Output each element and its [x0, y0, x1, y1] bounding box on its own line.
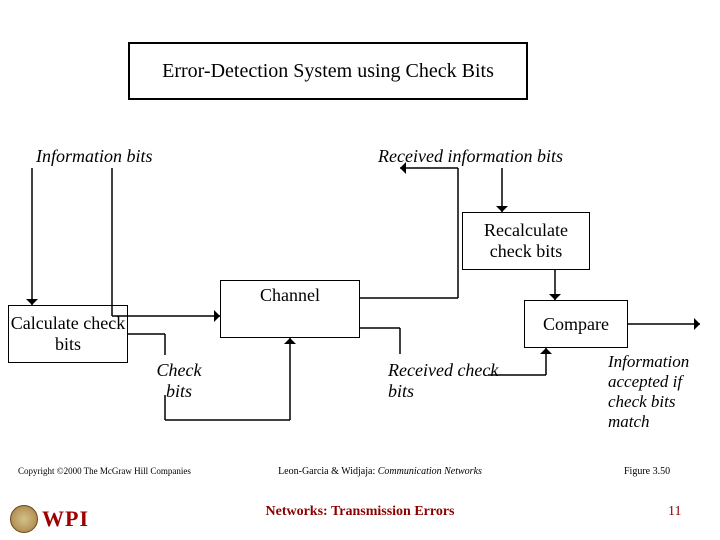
wpi-logo: WPI [10, 504, 120, 534]
footer-credit: Leon-Garcia & Widjaja: Communication Net… [250, 466, 510, 477]
label-received-information-bits: Received information bits [378, 146, 563, 167]
block-channel: Channel [220, 280, 360, 338]
label-check-bits-text: Check bits [157, 360, 202, 401]
label-check-bits: Check bits [144, 360, 214, 402]
footer-network-title-text: Networks: Transmission Errors [266, 504, 455, 519]
footer-figure-text: Figure 3.50 [624, 466, 670, 477]
footer-credit-italic: Communication Networks [378, 466, 482, 477]
block-recalculate-text: Recalculate check bits [463, 220, 589, 261]
label-received-check-bits: Received check bits [388, 360, 508, 402]
wpi-wordmark: WPI [42, 506, 89, 532]
label-information-bits-text: Information bits [36, 146, 153, 166]
page-number-text: 11 [668, 504, 681, 519]
block-calculate-check-bits: Calculate check bits [8, 305, 128, 363]
label-received-check-bits-text: Received check bits [388, 360, 498, 401]
footer-figure: Figure 3.50 [624, 466, 670, 477]
block-compare: Compare [524, 300, 628, 348]
label-info-accepted-text: Information accepted if check bits match [608, 352, 689, 431]
label-received-information-bits-text: Received information bits [378, 146, 563, 166]
footer-credit-prefix: Leon-Garcia & Widjaja: [278, 466, 378, 477]
block-recalculate-check-bits: Recalculate check bits [462, 212, 590, 270]
footer-copyright-text: Copyright ©2000 The McGraw Hill Companie… [18, 466, 191, 476]
block-channel-text: Channel [260, 285, 320, 306]
label-info-accepted: Information accepted if check bits match [608, 352, 718, 432]
title-box: Error-Detection System using Check Bits [128, 42, 528, 100]
footer-copyright: Copyright ©2000 The McGraw Hill Companie… [18, 466, 191, 476]
block-calculate-text: Calculate check bits [9, 313, 127, 354]
wpi-seal-icon [10, 505, 38, 533]
label-information-bits: Information bits [36, 146, 153, 167]
block-compare-text: Compare [543, 314, 609, 335]
page-number: 11 [668, 504, 681, 520]
title-text: Error-Detection System using Check Bits [162, 60, 494, 83]
